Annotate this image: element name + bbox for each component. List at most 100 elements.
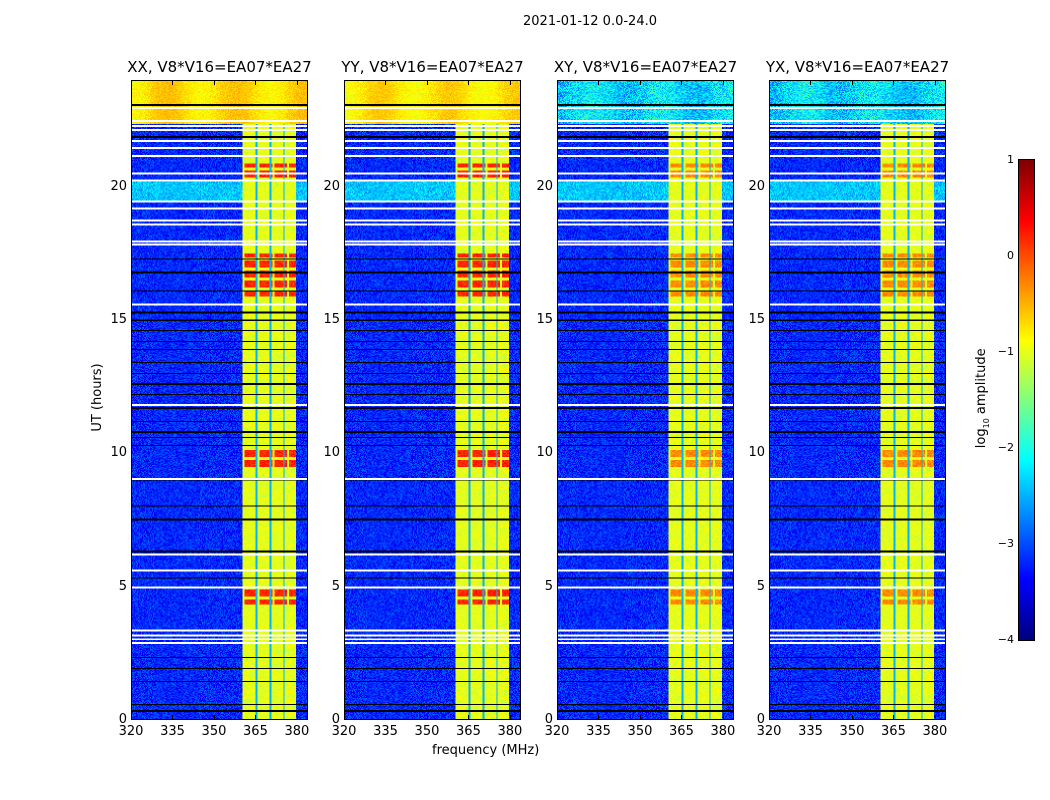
colorbar-tick-label: 1 xyxy=(1007,153,1014,166)
x-tick-mark xyxy=(131,80,132,85)
colorbar-label-sub: 10 xyxy=(981,418,991,429)
x-tick-label: 380 xyxy=(497,724,523,739)
colorbar xyxy=(1018,159,1035,641)
x-tick-mark xyxy=(934,80,936,85)
panel-title: XX, V8*V16=EA07*EA27 xyxy=(127,58,312,76)
x-tick-mark xyxy=(344,715,345,720)
x-tick-label: 320 xyxy=(331,724,357,739)
colorbar-tick-label: −4 xyxy=(997,633,1014,646)
x-tick-mark xyxy=(172,715,174,720)
x-tick-label: 350 xyxy=(627,724,653,739)
x-tick-mark xyxy=(769,715,770,720)
x-tick-mark xyxy=(172,80,174,85)
x-tick-mark xyxy=(769,80,770,85)
y-tick-label: 10 xyxy=(748,445,765,461)
x-tick-mark xyxy=(213,715,215,720)
x-tick-mark xyxy=(639,80,641,85)
y-tick-label: 20 xyxy=(110,178,127,194)
panel-title: YY, V8*V16=EA07*EA27 xyxy=(341,58,524,76)
x-tick-label: 365 xyxy=(881,724,906,739)
y-tick-label: 10 xyxy=(536,445,553,461)
x-tick-label: 335 xyxy=(798,724,823,739)
x-tick-mark xyxy=(296,715,298,720)
y-tick-label: 5 xyxy=(756,578,765,594)
heatmap-image xyxy=(345,81,520,719)
figure-title: 2021-01-12 0.0-24.0 xyxy=(523,14,657,29)
x-tick-mark xyxy=(893,715,895,720)
x-tick-mark xyxy=(255,80,257,85)
x-tick-label: 365 xyxy=(669,724,694,739)
y-tick-label: 15 xyxy=(323,312,340,327)
x-tick-mark xyxy=(296,80,298,85)
x-tick-mark xyxy=(681,80,683,85)
y-tick-label: 15 xyxy=(536,312,553,327)
panel-title: YX, V8*V16=EA07*EA27 xyxy=(765,58,950,76)
colorbar-tick-label: 0 xyxy=(1007,249,1014,262)
heatmap-panel-yx xyxy=(769,80,946,720)
heatmap-image xyxy=(132,81,307,719)
x-tick-mark xyxy=(131,715,132,720)
y-tick-label: 5 xyxy=(118,578,127,594)
colorbar-tick-label: −1 xyxy=(997,345,1014,358)
x-tick-label: 350 xyxy=(201,724,227,739)
x-tick-mark xyxy=(851,715,853,720)
x-tick-mark xyxy=(722,80,724,85)
x-tick-mark xyxy=(213,80,215,85)
colorbar-label-main: log xyxy=(974,428,990,449)
y-tick-label: 20 xyxy=(323,178,340,194)
x-tick-label: 335 xyxy=(373,724,398,739)
x-tick-mark xyxy=(893,80,895,85)
heatmap-image xyxy=(770,81,945,719)
x-tick-mark xyxy=(385,715,387,720)
x-tick-label: 350 xyxy=(839,724,865,739)
x-tick-mark xyxy=(639,715,641,720)
y-tick-label: 10 xyxy=(323,445,340,461)
x-tick-mark xyxy=(426,715,428,720)
colorbar-label-rest: amplitude xyxy=(974,348,990,419)
x-tick-label: 380 xyxy=(710,724,736,739)
x-tick-mark xyxy=(344,80,345,85)
x-tick-mark xyxy=(509,715,511,720)
x-tick-mark xyxy=(722,715,724,720)
x-tick-mark xyxy=(468,80,470,85)
x-tick-label: 335 xyxy=(160,724,185,739)
y-tick-label: 0 xyxy=(118,712,127,727)
heatmap-panel-xx xyxy=(131,80,308,720)
x-tick-mark xyxy=(810,80,812,85)
x-tick-mark xyxy=(426,80,428,85)
x-tick-label: 380 xyxy=(284,724,310,739)
x-tick-label: 320 xyxy=(544,724,570,739)
colorbar-tick-label: −2 xyxy=(997,441,1014,454)
x-tick-label: 320 xyxy=(756,724,782,739)
y-tick-label: 0 xyxy=(544,712,553,727)
panel-title: XY, V8*V16=EA07*EA27 xyxy=(553,58,738,76)
colorbar-tick-label: −3 xyxy=(997,537,1014,550)
x-tick-mark xyxy=(851,80,853,85)
y-tick-label: 10 xyxy=(110,445,127,461)
x-tick-mark xyxy=(598,80,600,85)
heatmap-image xyxy=(558,81,733,719)
x-tick-mark xyxy=(468,715,470,720)
x-tick-mark xyxy=(557,80,558,85)
x-tick-mark xyxy=(598,715,600,720)
x-tick-label: 335 xyxy=(586,724,611,739)
y-tick-label: 15 xyxy=(748,312,765,327)
x-tick-mark xyxy=(934,715,936,720)
x-tick-mark xyxy=(255,715,257,720)
x-tick-mark xyxy=(810,715,812,720)
x-tick-label: 350 xyxy=(414,724,440,739)
colorbar-label: log10 amplitude xyxy=(974,341,991,456)
y-tick-label: 5 xyxy=(544,578,553,594)
x-tick-mark xyxy=(557,715,558,720)
x-tick-label: 365 xyxy=(243,724,268,739)
x-axis-label: frequency (MHz) xyxy=(432,743,540,758)
x-tick-mark xyxy=(385,80,387,85)
y-tick-label: 20 xyxy=(536,178,553,194)
y-tick-label: 0 xyxy=(756,712,765,727)
y-tick-label: 15 xyxy=(110,312,127,327)
y-tick-label: 20 xyxy=(748,178,765,194)
heatmap-panel-yy xyxy=(344,80,521,720)
y-tick-label: 0 xyxy=(331,712,340,727)
x-tick-mark xyxy=(681,715,683,720)
